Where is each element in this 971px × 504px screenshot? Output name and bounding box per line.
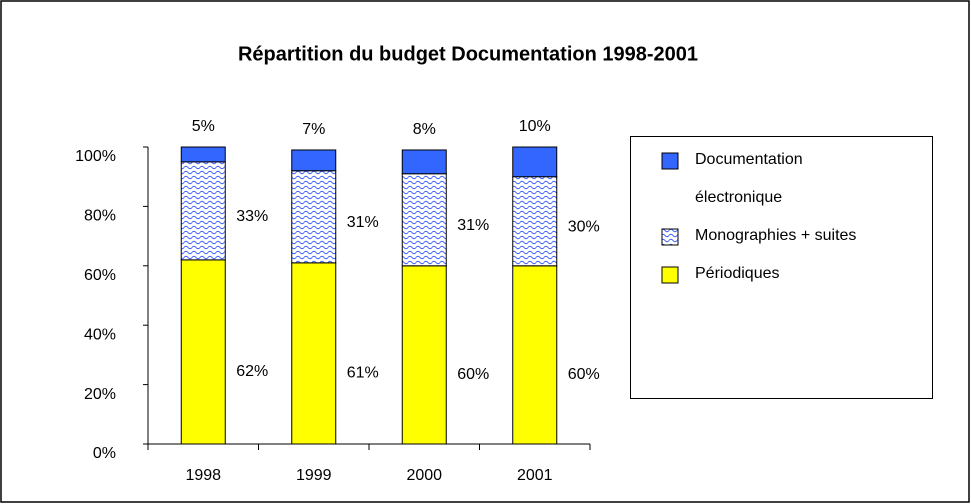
legend-label: Monographies + suites: [695, 227, 857, 244]
legend-swatch: [661, 266, 679, 284]
legend-item: Périodiques: [661, 255, 865, 293]
legend-swatch-rect: [661, 266, 679, 284]
bar-segment: [180, 146, 226, 163]
value-label: 31%: [457, 217, 489, 234]
bar-segment: [512, 265, 558, 445]
legend: Documentation électronique Monographies +…: [630, 136, 933, 399]
y-tick-label: 80%: [84, 208, 116, 225]
legend-item: Monographies + suites: [661, 217, 865, 255]
x-tick-label: 1998: [185, 467, 221, 484]
value-label: 60%: [568, 366, 600, 383]
chart-title: Répartition du budget Documentation 1998…: [238, 43, 698, 65]
legend-swatch-rect: [661, 228, 679, 246]
bar-segment: [401, 149, 447, 175]
legend-swatch-rect: [661, 152, 679, 170]
legend-swatch: [661, 228, 679, 246]
bar-segment: [180, 161, 226, 261]
y-tick-label: 20%: [84, 386, 116, 403]
y-tick-label: 40%: [84, 326, 116, 343]
legend-label: Documentation électronique: [695, 151, 803, 206]
y-tick-label: 100%: [75, 148, 116, 165]
x-tick-label: 1999: [296, 467, 332, 484]
value-label: 7%: [302, 121, 325, 138]
y-tick-label: 60%: [84, 267, 116, 284]
y-tick-label: 0%: [93, 445, 116, 462]
value-label: 33%: [236, 208, 268, 225]
legend-swatch: [661, 152, 679, 170]
value-label: 8%: [413, 121, 436, 138]
value-label: 30%: [568, 218, 600, 235]
bar-segment: [291, 262, 337, 445]
x-tick-label: 2001: [517, 467, 553, 484]
value-label: 62%: [236, 363, 268, 380]
bar-segment: [291, 170, 337, 264]
value-label: 60%: [457, 366, 489, 383]
x-tick-label: 2000: [406, 467, 442, 484]
bar-segment: [512, 146, 558, 178]
bar-segment: [291, 149, 337, 172]
value-label: 61%: [347, 365, 379, 382]
bar-segment: [401, 265, 447, 445]
value-label: 31%: [347, 214, 379, 231]
bar-segment: [512, 176, 558, 267]
bar-segment: [401, 173, 447, 267]
value-label: 10%: [519, 118, 551, 135]
legend-item: Documentation électronique: [661, 141, 865, 217]
value-label: 5%: [192, 118, 215, 135]
legend-label: Périodiques: [695, 265, 780, 282]
bar-segment: [180, 259, 226, 445]
